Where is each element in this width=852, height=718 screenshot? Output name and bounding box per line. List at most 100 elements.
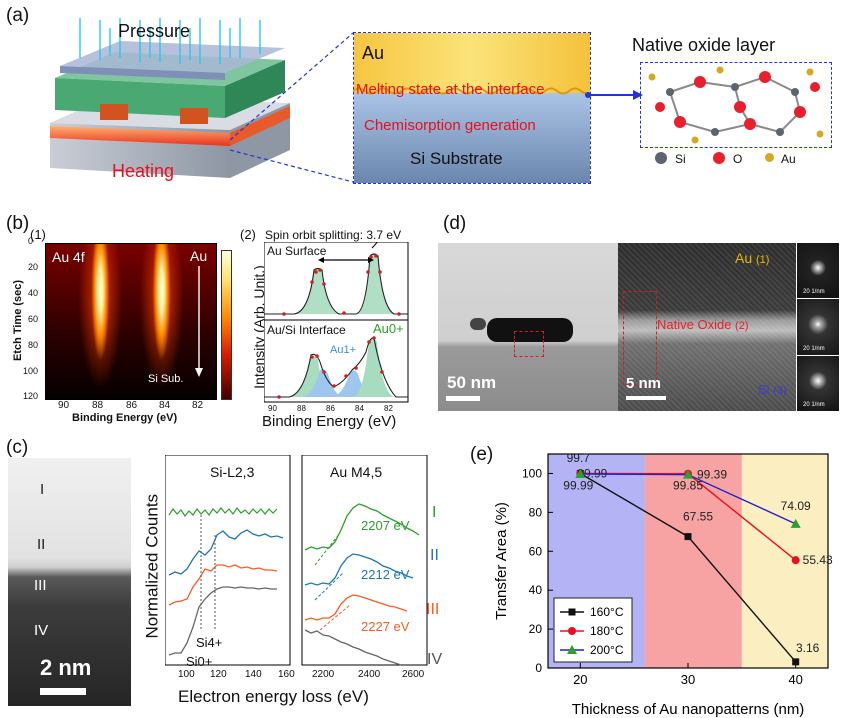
legend-marker: [568, 627, 576, 635]
legend-marker: [568, 608, 576, 616]
heatmap-ylabel: Etch Time (sec): [12, 279, 25, 362]
data-label: 55.43: [803, 553, 833, 567]
scale-50nm: 50 nm: [447, 373, 497, 392]
background-band: [644, 454, 742, 668]
xtick: 84: [159, 400, 171, 411]
legend-o-dot: [713, 152, 725, 164]
xps-xtick: 88: [297, 404, 306, 413]
au-nanoparticle-small: [470, 318, 486, 330]
heatmap-si: Si Sub.: [148, 373, 184, 385]
au-label-d: Au (1): [735, 251, 769, 266]
heatmap-arrow: [195, 266, 203, 377]
au-surface-label: Au Surface: [267, 244, 327, 258]
oxide-d-text: Native Oxide: [657, 317, 732, 332]
au1-label: Au1+: [330, 344, 356, 356]
legend-text: 200°C: [590, 643, 624, 657]
eels-xlabel: Electron energy loss (eV): [178, 687, 369, 706]
xtick: 82: [192, 400, 204, 411]
fft-1: [797, 243, 839, 298]
legend-o: O: [733, 152, 743, 166]
si-d-num: (3): [773, 385, 787, 397]
data-point: [683, 469, 693, 479]
xps-xtick: 90: [268, 404, 277, 413]
fft-scale-1: 20 1/nm: [803, 289, 825, 295]
curve-label-ii: II: [430, 547, 439, 564]
scale-bar-line: [40, 688, 86, 695]
xps-heatmap: [45, 243, 217, 400]
fft-scale-3: 20 1/nm: [803, 402, 825, 408]
fft-2: [797, 299, 839, 355]
y-tick-label: 100: [522, 466, 542, 480]
data-point: [790, 518, 801, 528]
legend-box: [553, 597, 633, 663]
panel-b-sub2: (2): [240, 227, 256, 242]
oxide-box: [640, 62, 832, 148]
legend-text: 180°C: [590, 624, 624, 638]
au-xtick: 2400: [358, 669, 381, 680]
chemisorption-label: Chemisorption generation: [364, 117, 536, 134]
heatmap-xlabel: Binding Energy (eV): [72, 412, 178, 424]
panel-b-sub1: (1): [30, 227, 46, 242]
panel-c-label: (c): [6, 437, 29, 458]
data-label: 99.99: [563, 478, 593, 492]
y-tick-label: 80: [529, 505, 543, 519]
si-xtick: 100: [178, 669, 195, 680]
data-label: 99.39: [697, 468, 727, 482]
oxide-title: Native oxide layer: [632, 35, 776, 55]
panel-e-label: (e): [470, 444, 494, 465]
si-label-d: Si (3): [758, 383, 787, 397]
region-iii: III: [34, 577, 47, 594]
interface-arrow: [585, 90, 643, 100]
si4-label: Si4+: [196, 635, 223, 650]
x-axis-label: Thickness of Au nanopatterns (nm): [572, 701, 805, 718]
zoom-lines: [229, 32, 354, 183]
zoom-rect-2: [623, 291, 657, 385]
si-l-title: Si-L2,3: [210, 464, 255, 480]
x-tick-label: 40: [788, 672, 802, 687]
xtick: 86: [126, 400, 138, 411]
scale-5nm-bar: [626, 396, 666, 400]
data-label: 74.09: [781, 499, 811, 513]
scale-bar-2nm: 2 nm: [40, 655, 92, 680]
legend-si: Si: [675, 152, 686, 166]
interface-zoom-box: [353, 32, 591, 184]
au-m-title: Au M4,5: [330, 464, 383, 480]
region-iv: IV: [34, 622, 49, 639]
legend-text: 160°C: [590, 605, 624, 619]
curve-label-iii: III: [426, 601, 440, 618]
oxide-molecule: [648, 66, 824, 144]
heatmap-au: Au: [190, 248, 208, 264]
ytick: 100: [23, 366, 39, 376]
scale-50nm-bar: [446, 396, 480, 401]
pressure-heating-device: [50, 18, 290, 178]
curve-label-i: I: [432, 504, 437, 521]
spin-orbit-label: Spin orbit splitting: 3.7 eV: [265, 228, 402, 242]
data-point: [684, 533, 692, 541]
curve-label-iv: IV: [427, 651, 443, 668]
si-xtick: 160: [278, 669, 295, 680]
data-label: 99.7: [567, 451, 591, 465]
y-axis-label: Transfer Area (%): [493, 502, 510, 620]
fft-scale-2: 20 1/nm: [803, 346, 825, 352]
xps-xtick: 84: [355, 404, 364, 413]
si-xtick: 120: [210, 669, 227, 680]
heating-label: Heating: [112, 161, 175, 181]
data-point: [791, 556, 800, 565]
data-point: [792, 658, 800, 666]
au-xtick: 2200: [312, 669, 335, 680]
panel-d-label: (d): [443, 213, 467, 234]
au-xtick: 2600: [402, 669, 425, 680]
haadf-image: [8, 458, 131, 706]
y-tick-label: 0: [535, 661, 542, 675]
interface-wave: [353, 87, 589, 95]
energy-2212: 2212 eV: [361, 567, 410, 582]
legend-marker: [567, 645, 577, 654]
panel-a-label: (a): [6, 5, 30, 26]
au0-label: Au0+: [373, 321, 404, 336]
data-label: 3.16: [796, 641, 820, 655]
au-label-a: Au: [362, 43, 385, 63]
region-ii: II: [37, 536, 46, 553]
background-band: [741, 454, 828, 668]
legend-au: Au: [781, 152, 796, 166]
region-i: I: [40, 481, 45, 498]
